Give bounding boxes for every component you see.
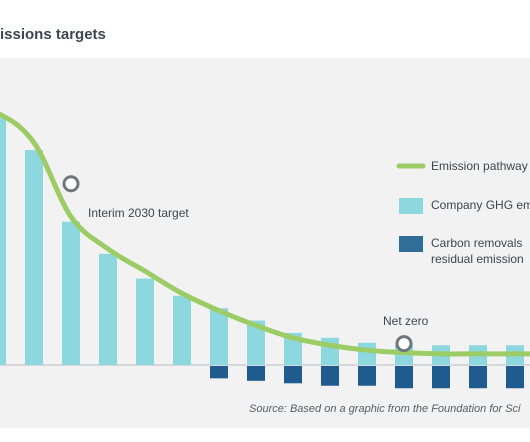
net-zero-marker [395, 335, 413, 353]
ghg-emissions-bar [0, 118, 6, 365]
ghg-emissions-bar [62, 221, 80, 365]
legend-label-ghg: Company GHG em [431, 198, 530, 212]
carbon-removal-bar [321, 366, 339, 386]
interim-target-marker [62, 175, 80, 193]
ghg-emissions-bar [173, 295, 191, 365]
annotation-net-zero: Net zero [383, 314, 429, 328]
ghg-emissions-bar [25, 150, 43, 365]
carbon-removal-bar [247, 366, 265, 381]
legend-label-removals: Carbon removals [431, 236, 523, 250]
carbon-removal-bar [469, 366, 487, 389]
source-note: Source: Based on a graphic from the Foun… [249, 403, 521, 415]
legend-label-removals-line2: residual emission [431, 252, 524, 266]
carbon-removal-bar [210, 366, 228, 379]
emission-pathway-line [0, 111, 530, 357]
carbon-removal-bar [432, 366, 450, 389]
legend-label-pathway: Emission pathway [431, 159, 528, 173]
ghg-emissions-bar [210, 308, 228, 365]
carbon-removal-bar [395, 366, 413, 389]
legend-swatch-ghg [399, 198, 423, 214]
ghg-emissions-bar [358, 342, 376, 365]
ghg-emissions-bar [99, 253, 117, 365]
annotation-interim-2030: Interim 2030 target [88, 206, 189, 220]
ghg-emissions-bar [247, 320, 265, 365]
carbon-removal-bar [358, 366, 376, 386]
carbon-removal-bar [284, 366, 302, 384]
legend-swatch-removals [399, 236, 423, 252]
carbon-removal-bar [506, 366, 524, 389]
chart-title: issions targets [0, 26, 106, 43]
ghg-emissions-bar [136, 278, 154, 365]
